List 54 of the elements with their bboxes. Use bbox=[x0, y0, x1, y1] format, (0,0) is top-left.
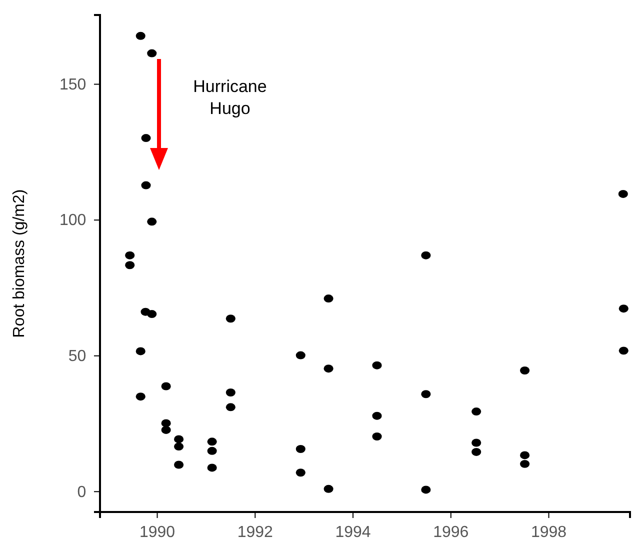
point bbox=[520, 460, 530, 468]
y-tick-label: 50 bbox=[68, 348, 86, 365]
point bbox=[141, 181, 151, 190]
point bbox=[472, 438, 482, 447]
x-tick-label: 1998 bbox=[530, 524, 567, 541]
point bbox=[472, 408, 482, 416]
point bbox=[136, 32, 146, 40]
point bbox=[147, 218, 157, 226]
point bbox=[161, 419, 171, 428]
y-tick-label: 100 bbox=[59, 212, 86, 230]
point bbox=[296, 445, 306, 453]
point bbox=[207, 464, 217, 472]
point bbox=[174, 460, 184, 469]
point bbox=[141, 134, 151, 142]
point bbox=[174, 442, 184, 451]
point bbox=[125, 261, 135, 270]
point bbox=[147, 49, 157, 58]
point bbox=[372, 361, 382, 370]
y-tick-label: 0 bbox=[77, 484, 86, 501]
point bbox=[520, 366, 530, 374]
point bbox=[372, 432, 382, 440]
point bbox=[372, 412, 382, 420]
x-tick-label: 1996 bbox=[433, 524, 469, 541]
point bbox=[421, 251, 431, 260]
x-tick-label: 1994 bbox=[335, 524, 371, 541]
point bbox=[226, 388, 236, 396]
point bbox=[421, 486, 431, 494]
point bbox=[472, 448, 482, 456]
y-axis-title: Root biomass (g/m2) bbox=[11, 189, 28, 338]
point bbox=[324, 294, 334, 303]
annotation: Hurricane Hugo bbox=[193, 77, 267, 118]
point bbox=[125, 251, 135, 260]
point bbox=[618, 190, 628, 198]
y-tick-label: 150 bbox=[59, 76, 86, 94]
point bbox=[618, 346, 628, 355]
x-tick-label: 1992 bbox=[237, 524, 274, 541]
point bbox=[520, 451, 530, 460]
point bbox=[147, 310, 157, 318]
x-tick-label: 1990 bbox=[139, 524, 176, 541]
point bbox=[618, 304, 628, 313]
point bbox=[324, 484, 334, 493]
point bbox=[296, 351, 306, 360]
point bbox=[174, 435, 184, 444]
point bbox=[421, 390, 431, 398]
point bbox=[207, 446, 217, 455]
point bbox=[296, 468, 306, 477]
point bbox=[136, 347, 146, 356]
point bbox=[136, 392, 146, 401]
point bbox=[161, 382, 171, 390]
point bbox=[226, 403, 236, 412]
point bbox=[207, 438, 217, 446]
point bbox=[161, 426, 171, 434]
point bbox=[324, 364, 334, 373]
point bbox=[226, 314, 236, 323]
